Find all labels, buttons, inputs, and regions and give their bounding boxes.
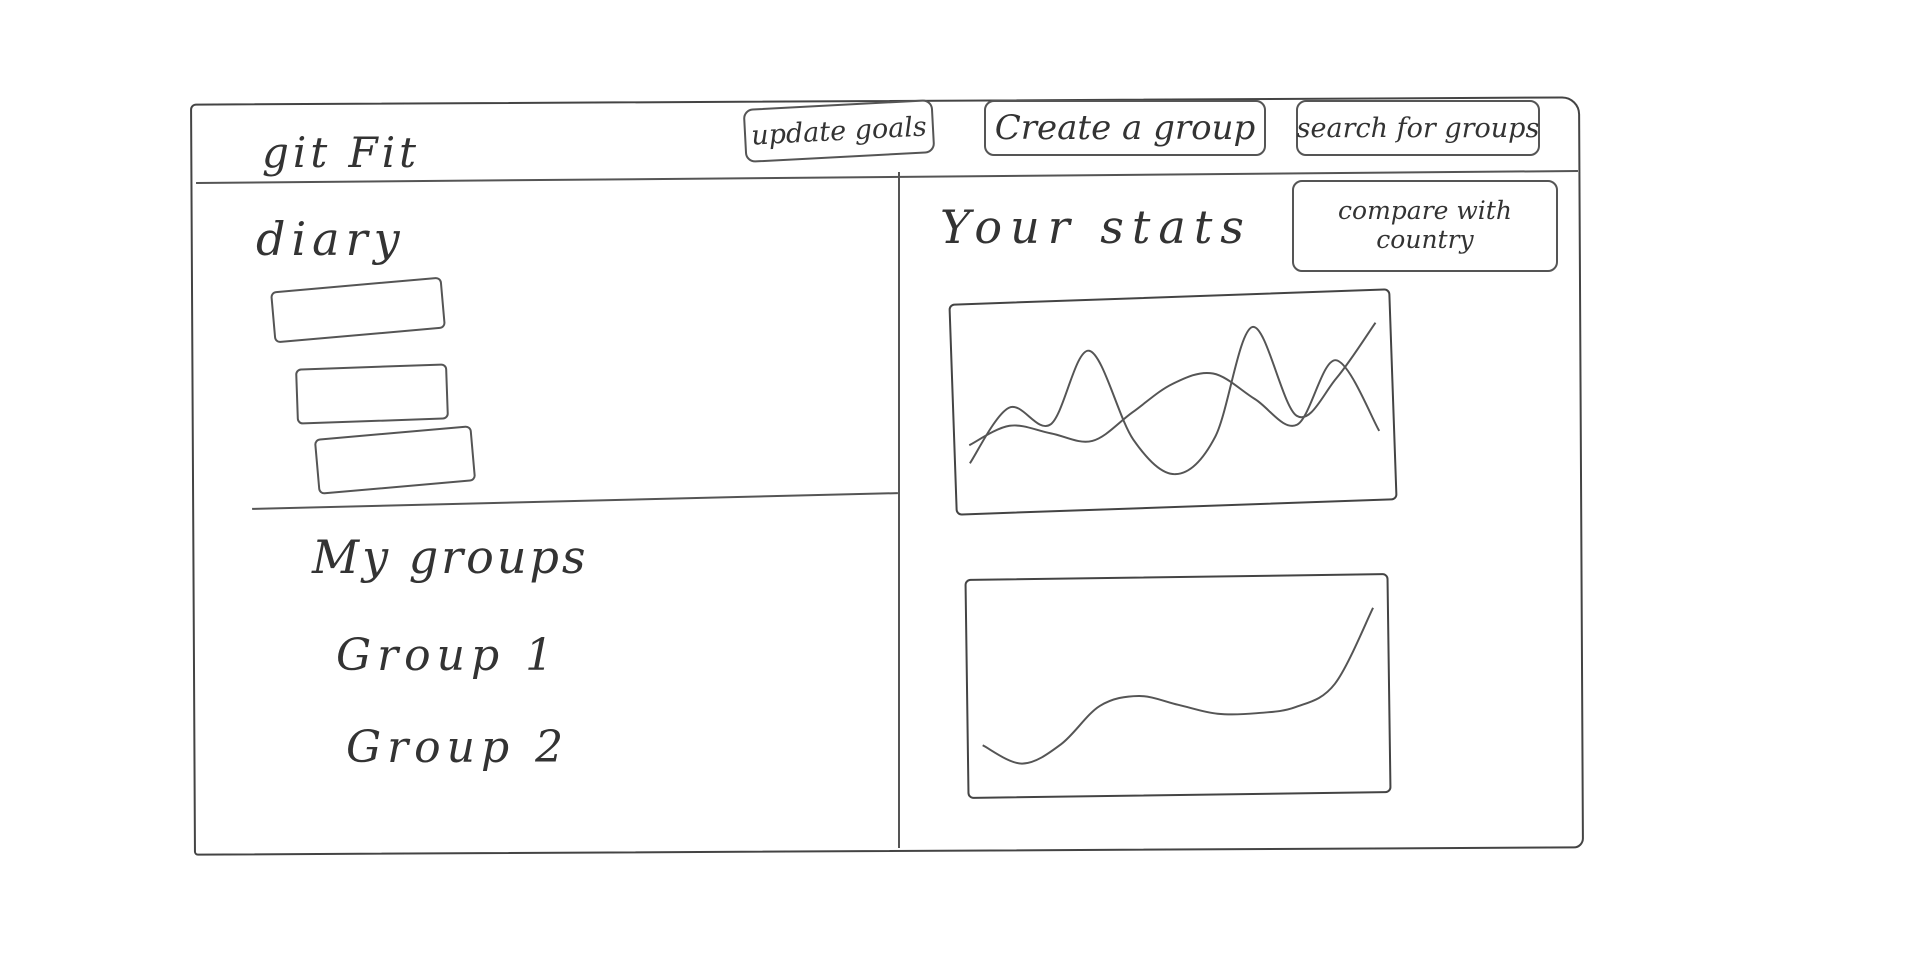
- panel-divider-vertical: [898, 172, 900, 848]
- group-list-item[interactable]: Group 2: [346, 722, 570, 773]
- chart-1-series-a-line: [969, 322, 1377, 476]
- diary-title: diary: [256, 212, 406, 266]
- chart-2-series-a-line: [982, 607, 1374, 765]
- my-groups-title: My groups: [312, 530, 589, 584]
- search-groups-button[interactable]: search for groups: [1296, 100, 1540, 156]
- compare-with-country-button[interactable]: compare with country: [1292, 180, 1558, 272]
- diary-entry[interactable]: [295, 363, 449, 425]
- your-stats-title: Your stats: [940, 200, 1252, 254]
- update-goals-button[interactable]: update goals: [742, 99, 936, 163]
- group-list-item[interactable]: Group 1: [336, 630, 560, 681]
- create-group-button[interactable]: Create a group: [984, 100, 1266, 156]
- app-title: git Fit: [262, 128, 420, 177]
- chart-1-series-b-line: [968, 359, 1381, 447]
- stats-chart-2-svg: [982, 607, 1374, 765]
- stats-chart-1-svg: [968, 322, 1381, 476]
- stats-chart-1: [948, 288, 1398, 516]
- stats-chart-2: [964, 573, 1392, 799]
